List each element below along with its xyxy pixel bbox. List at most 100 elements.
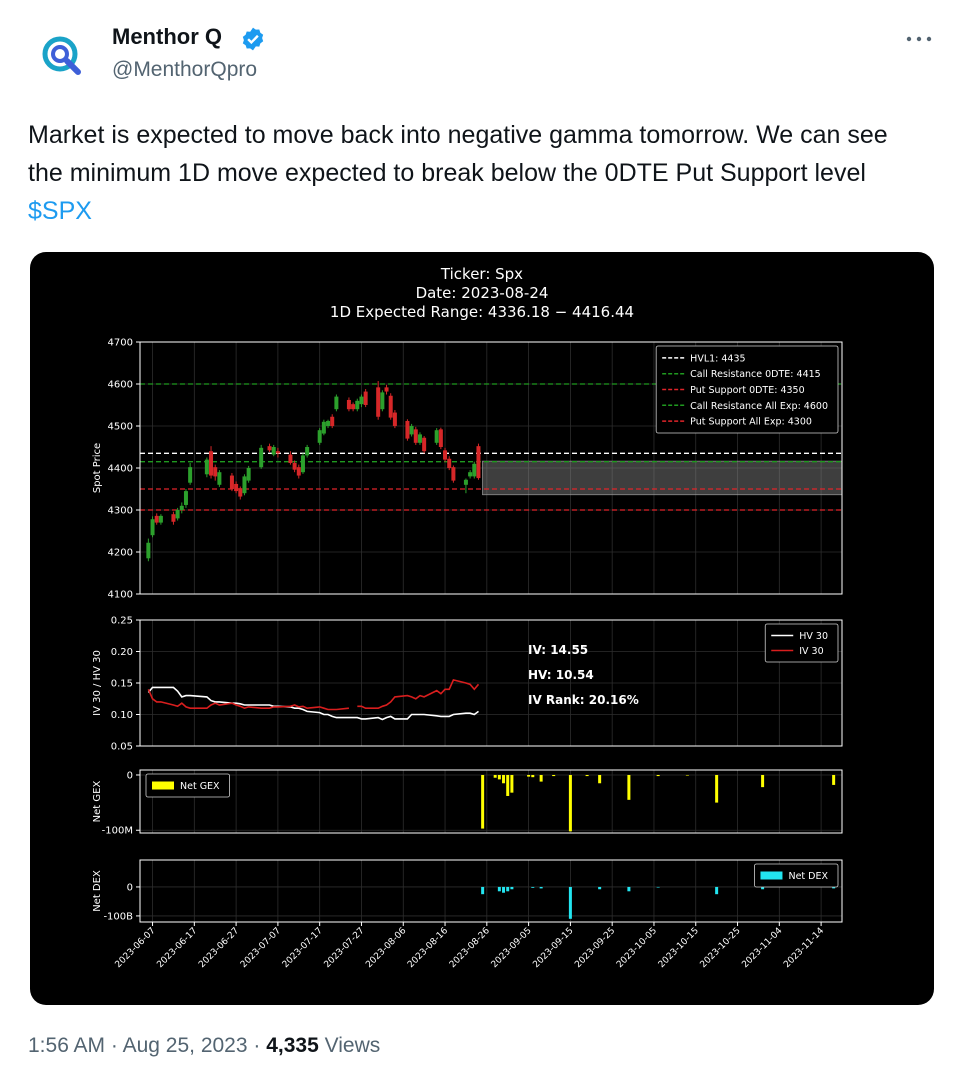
bar <box>627 886 631 892</box>
candle-body <box>317 430 322 443</box>
separator: · <box>253 1034 261 1057</box>
candle-body <box>346 399 351 410</box>
chart-background <box>30 252 934 1005</box>
y-tick-label: 0 <box>127 882 133 893</box>
candle-body <box>413 429 418 443</box>
candle-body <box>359 396 364 405</box>
candle-body <box>326 420 331 426</box>
candle-body <box>476 446 481 479</box>
y-tick-label: 4100 <box>108 590 133 601</box>
y-axis-label: Net GEX <box>92 781 103 823</box>
y-tick-label: 0.20 <box>111 647 133 658</box>
candle-body <box>246 468 251 481</box>
bar <box>627 774 631 800</box>
bar <box>539 886 543 889</box>
candle-body <box>150 519 155 536</box>
candle-body <box>158 515 163 523</box>
display-name[interactable]: Menthor Q <box>112 24 222 49</box>
chart-title: Ticker: Spx <box>440 265 523 283</box>
candle-body <box>392 412 397 426</box>
bar <box>585 774 589 777</box>
legend-box <box>655 345 839 434</box>
bar <box>656 774 660 777</box>
bar <box>531 886 535 888</box>
y-tick-label: 4600 <box>108 380 133 391</box>
chart-image: Ticker: Spx Date: 2023-08-24 1D Expected… <box>30 252 934 1005</box>
candle-body <box>300 455 305 473</box>
candle-body <box>447 458 452 468</box>
view-count: 4,335 <box>266 1034 319 1057</box>
y-tick-label: 0.25 <box>111 616 133 627</box>
legend-label: Net DEX <box>788 871 828 882</box>
views-label: Views <box>324 1034 381 1057</box>
expected-range <box>482 460 843 496</box>
annotation: HV: 10.54 <box>528 668 594 682</box>
axes-frame <box>139 341 843 595</box>
candle-body <box>171 514 176 522</box>
candle-body <box>351 404 356 410</box>
y-tick-label: 4400 <box>108 464 133 475</box>
axes-frame <box>139 769 843 834</box>
axes-frame <box>139 619 843 747</box>
time[interactable]: 1:56 AM <box>28 1034 106 1057</box>
tweet-text: Market is expected to move back into neg… <box>28 116 908 230</box>
candle-body <box>434 430 439 443</box>
bar <box>497 774 501 780</box>
bar <box>506 886 510 892</box>
candle-body <box>468 472 473 477</box>
bar <box>502 774 506 784</box>
candle-body <box>146 542 151 559</box>
candle-body <box>334 396 339 410</box>
candle-body <box>443 450 448 460</box>
candle-body <box>409 426 414 435</box>
bar <box>527 774 531 777</box>
legend-label: Call Resistance 0DTE: 4415 <box>690 369 821 380</box>
candle-body <box>154 515 159 523</box>
candle-body <box>204 459 209 475</box>
legend-label: IV 30 <box>799 646 823 657</box>
chart-subtitle: Date: 2023-08-24 <box>416 284 549 302</box>
legend-label: HV 30 <box>799 631 828 642</box>
candle-body <box>288 454 293 463</box>
more-button[interactable] <box>904 32 934 46</box>
y-tick-label: 0.05 <box>111 742 133 753</box>
y-tick-label: 0.10 <box>111 710 133 721</box>
y-axis-label: Spot Price <box>92 443 103 493</box>
date[interactable]: Aug 25, 2023 <box>122 1034 248 1057</box>
annotation: IV: 14.55 <box>528 643 588 657</box>
candle-body <box>213 467 218 477</box>
legend-label: Put Support 0DTE: 4350 <box>690 385 804 396</box>
handle[interactable]: @MenthorQpro <box>112 58 258 81</box>
candle-body <box>451 467 456 481</box>
bar <box>832 774 836 785</box>
axes-frame <box>139 859 843 923</box>
verified-badge <box>242 27 264 51</box>
candle-body <box>321 421 326 434</box>
candle-body <box>363 391 368 405</box>
legend-label: Put Support All Exp: 4300 <box>690 417 812 428</box>
legend-label: Net GEX <box>180 781 220 792</box>
candle-body <box>384 387 389 392</box>
bar <box>493 774 497 778</box>
bar <box>761 886 765 890</box>
bar <box>715 774 719 803</box>
candle-body <box>438 429 443 447</box>
y-tick-label: 4200 <box>108 548 133 559</box>
cashtag-link[interactable]: $SPX <box>28 197 92 225</box>
avatar[interactable] <box>36 30 88 82</box>
legend-label: HVL1: 4435 <box>690 353 745 364</box>
candle-body <box>209 451 214 476</box>
bar <box>510 886 514 890</box>
candle-body <box>267 446 272 451</box>
candle-body <box>183 491 188 505</box>
legend-label: Call Resistance All Exp: 4600 <box>690 401 828 412</box>
bar <box>539 774 543 782</box>
bar <box>481 886 485 895</box>
bar <box>832 886 836 889</box>
candle-body <box>275 451 280 454</box>
separator: · <box>110 1034 118 1057</box>
candle-body <box>292 462 297 470</box>
bar <box>497 886 501 892</box>
